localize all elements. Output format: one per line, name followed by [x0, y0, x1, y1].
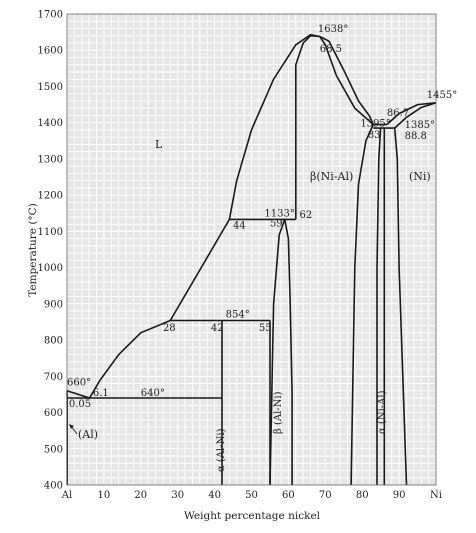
annotation-label: 640°	[141, 388, 165, 399]
annotation-label: 1638°	[318, 24, 348, 35]
y-tick-labels: 400 500 600 700 800 900 1000 1100 1200 1300 1400 15…	[38, 10, 63, 492]
phase-label-beta: β(Ni-Al)	[310, 170, 353, 183]
annotation-label: 1455°	[427, 90, 457, 101]
x-axis-title: Weight percentage nickel	[184, 510, 321, 522]
phase-label-liquid: L	[155, 138, 163, 151]
x-tick-label: 50	[245, 490, 258, 501]
y-tick-label: 1400	[38, 118, 63, 129]
x-tick-labels: Al 10 20 30 40 50 60 70 80 90 Ni	[61, 490, 442, 501]
y-tick-label: 1500	[38, 82, 63, 93]
x-tick-label: 80	[356, 490, 369, 501]
phase-label-ni: (Ni)	[409, 170, 431, 183]
x-tick-label: Al	[61, 490, 72, 501]
annotation-label: 55	[259, 323, 272, 334]
x-tick-label: 70	[319, 490, 332, 501]
x-tick-label: 30	[171, 490, 184, 501]
phase-label-al: (Al)	[78, 428, 98, 441]
annotation-label: 88.8	[405, 131, 427, 142]
y-tick-label: 1200	[38, 191, 63, 202]
x-tick-label: 90	[393, 490, 406, 501]
annotation-label: 42	[211, 323, 224, 334]
y-tick-label: 600	[44, 408, 63, 419]
annotation-label: 62	[299, 210, 312, 221]
y-tick-label: 1700	[38, 10, 63, 21]
y-tick-label: 1100	[38, 227, 63, 238]
phase-label-alpha-alni: α (Al-Ni)	[216, 428, 227, 472]
y-tick-label: 400	[44, 481, 63, 492]
y-tick-label: 1300	[38, 154, 63, 165]
y-axis-title: Temperature (°C)	[27, 203, 39, 297]
x-tick-label: 20	[134, 490, 147, 501]
y-tick-label: 1000	[38, 263, 63, 274]
annotation-label: 0.05	[69, 399, 91, 410]
phase-label-beta-alni: β (Al-Ni)	[273, 391, 284, 434]
annotation-label: 44	[233, 220, 246, 231]
annotation-label: 1385°	[405, 120, 435, 131]
annotation-label: 6.1	[93, 388, 109, 399]
x-tick-label: 10	[98, 490, 111, 501]
phase-label-alpha-nial: α (Ni-Al)	[377, 390, 388, 434]
annotation-label: 854°	[226, 310, 250, 321]
y-tick-label: 900	[44, 299, 63, 310]
y-tick-label: 800	[44, 336, 63, 347]
annotation-label: 83	[368, 130, 381, 141]
annotation-label: 28	[163, 323, 176, 334]
annotation-label: 68.5	[320, 44, 342, 55]
annotation-label: 59	[270, 219, 283, 230]
x-tick-label: Ni	[430, 490, 442, 501]
annotation-label: 660°	[67, 377, 91, 388]
y-tick-label: 700	[44, 372, 63, 383]
x-tick-label: 40	[208, 490, 221, 501]
y-tick-label: 1600	[38, 46, 63, 57]
y-tick-label: 500	[44, 444, 63, 455]
annotation-label: 1395°	[360, 118, 390, 129]
x-tick-label: 60	[282, 490, 295, 501]
